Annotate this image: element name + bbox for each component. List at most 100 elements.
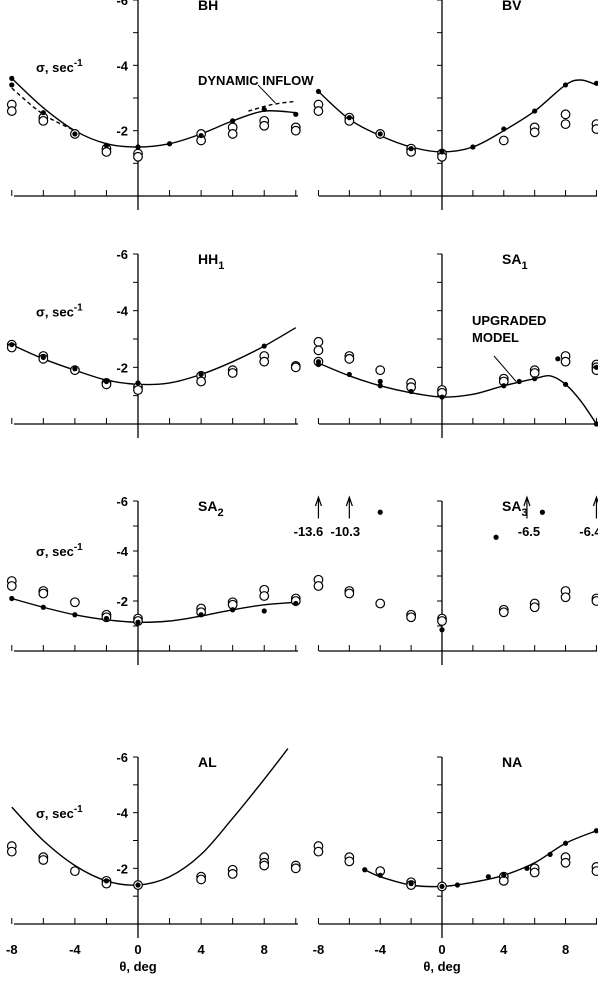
model-point bbox=[72, 612, 78, 618]
test-point bbox=[344, 856, 355, 867]
offscale-arrowhead bbox=[314, 495, 323, 507]
model-point bbox=[293, 111, 299, 117]
model-curve bbox=[317, 79, 597, 153]
panel-bv: BV bbox=[313, 0, 598, 210]
panel-na: NA -8 -4 0 4 8 θ, deg bbox=[313, 754, 598, 974]
y-tick-label: -6 bbox=[116, 494, 128, 509]
model-point bbox=[261, 343, 267, 349]
x-axis-label: θ, deg bbox=[423, 959, 460, 974]
model-point bbox=[547, 851, 553, 858]
model-curve bbox=[11, 77, 296, 148]
test-point bbox=[406, 612, 417, 623]
model-point bbox=[516, 378, 522, 385]
test-point bbox=[6, 581, 17, 591]
model-point bbox=[593, 80, 598, 86]
test-point bbox=[375, 365, 386, 376]
y-tick-label: -4 bbox=[116, 806, 128, 821]
test-point bbox=[196, 376, 207, 387]
test-point bbox=[38, 588, 49, 599]
model-point bbox=[198, 371, 204, 378]
y-tick-label: -4 bbox=[116, 304, 128, 319]
model-point bbox=[261, 106, 267, 113]
test-point bbox=[313, 345, 324, 356]
model-point bbox=[593, 364, 598, 370]
test-point bbox=[227, 368, 238, 378]
test-point bbox=[591, 866, 598, 877]
model-curve bbox=[318, 362, 597, 425]
test-point bbox=[69, 866, 80, 877]
test-point bbox=[591, 124, 598, 134]
test-point bbox=[290, 125, 301, 136]
model-point bbox=[9, 82, 15, 88]
test-point bbox=[344, 588, 355, 599]
model-point bbox=[501, 872, 507, 878]
y-axis-label: σ, sec-1 bbox=[36, 542, 83, 559]
x-tick-label: 0 bbox=[438, 942, 445, 957]
model-point bbox=[562, 82, 569, 88]
y-tick-label: -4 bbox=[116, 58, 128, 73]
model-curve bbox=[11, 748, 289, 886]
test-point bbox=[498, 607, 509, 618]
y-tick-label: -6 bbox=[116, 0, 128, 8]
panel-al: -6 -4 -2 σ, sec-1 AL -8 -4 0 4 8 θ, deg bbox=[6, 748, 301, 974]
test-point bbox=[313, 846, 324, 857]
model-point bbox=[230, 607, 236, 613]
offscale-value: -6.5 bbox=[518, 524, 540, 539]
panel-title: BH bbox=[198, 0, 218, 13]
x-tick-label: 8 bbox=[261, 942, 268, 957]
model-point bbox=[377, 383, 383, 389]
test-point bbox=[196, 874, 207, 885]
model-point bbox=[555, 356, 561, 362]
panel-title-sub: 1 bbox=[521, 260, 527, 272]
model-point bbox=[9, 75, 15, 81]
model-point bbox=[485, 874, 491, 880]
x-tick-label: -8 bbox=[313, 942, 325, 957]
model-point bbox=[439, 394, 445, 400]
model-point bbox=[9, 342, 15, 348]
model-point bbox=[562, 381, 569, 387]
test-point bbox=[227, 869, 238, 879]
panel-sa1: SA1 UPGRADED MODEL bbox=[313, 251, 598, 438]
x-tick-label: -4 bbox=[374, 942, 386, 957]
test-point bbox=[133, 151, 143, 162]
model-point bbox=[493, 534, 499, 540]
model-point bbox=[524, 865, 530, 871]
test-point bbox=[259, 120, 270, 131]
model-point bbox=[593, 421, 598, 427]
test-point bbox=[560, 857, 571, 868]
offscale-arrowhead bbox=[345, 495, 353, 507]
y-axis-label-exp: -1 bbox=[74, 302, 83, 313]
offscale-arrowhead bbox=[592, 495, 598, 507]
dynamic-inflow-curve bbox=[11, 87, 76, 132]
test-point bbox=[529, 368, 540, 378]
test-point bbox=[259, 860, 270, 871]
model-point bbox=[377, 378, 383, 385]
y-axis-label: σ, sec-1 bbox=[36, 302, 83, 319]
model-point bbox=[377, 131, 383, 137]
test-point bbox=[290, 362, 301, 373]
model-point bbox=[103, 142, 110, 148]
test-point bbox=[529, 867, 540, 878]
model-point bbox=[198, 612, 204, 618]
panel-sa2: -6 -4 -2 σ, sec-1 SA2 bbox=[6, 494, 301, 665]
x-tick-label: -8 bbox=[6, 942, 18, 957]
leader-line bbox=[493, 355, 517, 382]
test-point bbox=[69, 597, 80, 608]
test-point bbox=[591, 596, 598, 606]
panel-title: SA2 bbox=[198, 498, 224, 519]
model-point bbox=[40, 110, 46, 116]
offscale-value: -10.3 bbox=[331, 524, 361, 539]
model-point bbox=[408, 388, 414, 395]
model-point bbox=[377, 509, 383, 515]
annotation-model: MODEL bbox=[472, 330, 519, 345]
test-point bbox=[290, 863, 301, 874]
model-point bbox=[315, 88, 322, 95]
test-point bbox=[560, 109, 571, 120]
panel-hh1: -6 -4 -2 σ, sec-1 HH1 bbox=[6, 247, 301, 438]
leader-line bbox=[257, 84, 276, 104]
model-point bbox=[72, 366, 78, 372]
offscale-value: -13.6 bbox=[294, 524, 324, 539]
model-point bbox=[135, 144, 141, 150]
test-point bbox=[38, 115, 49, 126]
model-point bbox=[532, 108, 538, 114]
